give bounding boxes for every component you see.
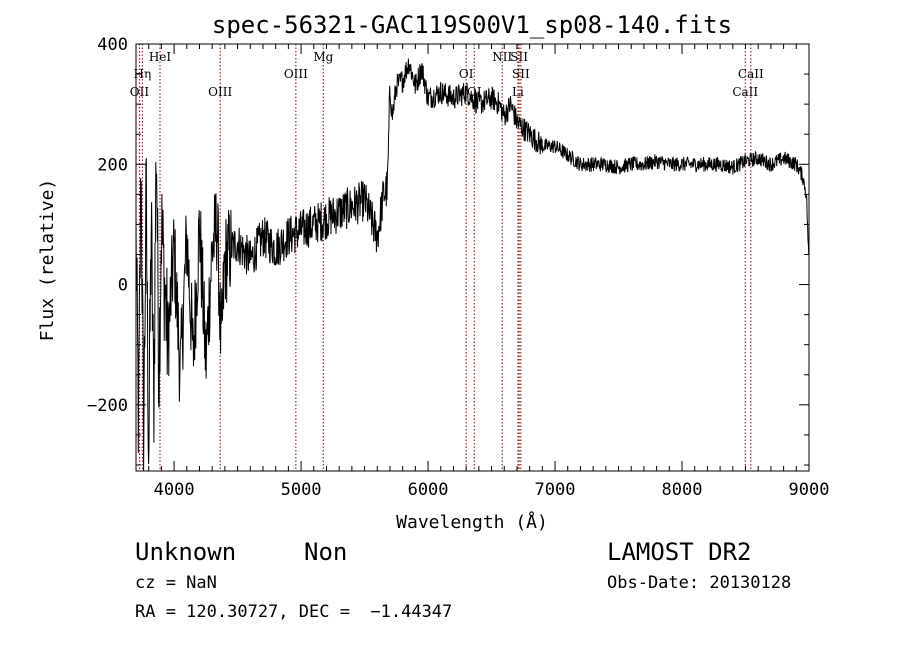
spectral-line-label: OII <box>130 85 150 99</box>
spectrum-line <box>135 58 810 472</box>
y-tick-label: 0 <box>118 276 128 296</box>
object-class: Unknown <box>135 538 237 566</box>
spectral-line-label: SII <box>510 50 528 64</box>
y-tick-label: 400 <box>97 35 128 55</box>
y-tick-label: −200 <box>87 396 128 416</box>
spectral-line-label: NII <box>492 50 512 64</box>
spectral-line-label: Mg <box>313 50 333 64</box>
spectral-line-label: OI <box>459 67 474 81</box>
spectral-line-label: HeI <box>149 50 172 64</box>
plot-frame <box>135 43 810 472</box>
spectral-line-label: SII <box>512 67 530 81</box>
x-tick-label: 8000 <box>662 480 703 500</box>
coordinates-readout: RA = 120.30727, DEC = −1.44347 <box>135 602 453 622</box>
spectral-line-label: CaII <box>738 67 764 81</box>
x-tick-label: 7000 <box>535 480 576 500</box>
chart-title: spec-56321-GAC119S00V1_sp08-140.fits <box>212 11 732 39</box>
survey-name: LAMOST DR2 <box>607 538 752 566</box>
spectral-line-label: Hη <box>134 67 152 81</box>
spectral-line-label: CaII <box>732 85 758 99</box>
spectral-line-label: Li <box>512 85 524 99</box>
y-axis-label: Flux (relative) <box>37 179 58 342</box>
redshift-readout: cz = NaN <box>135 573 217 593</box>
x-tick-label: 6000 <box>408 480 449 500</box>
y-axis-ticks: −200 0 200 400 <box>87 35 809 466</box>
y-tick-label: 200 <box>97 155 128 175</box>
x-axis-ticks: 4000 5000 6000 7000 8000 9000 <box>135 44 830 500</box>
object-subclass: Non <box>304 538 348 566</box>
x-tick-label: 9000 <box>789 480 830 500</box>
x-tick-label: 4000 <box>154 480 195 500</box>
observation-date: Obs-Date: 20130128 <box>607 573 792 593</box>
spectral-line-label: OIII <box>284 67 308 81</box>
x-axis-label: Wavelength (Å) <box>396 511 548 533</box>
spectral-line-label: OIII <box>208 85 232 99</box>
x-tick-label: 5000 <box>281 480 322 500</box>
